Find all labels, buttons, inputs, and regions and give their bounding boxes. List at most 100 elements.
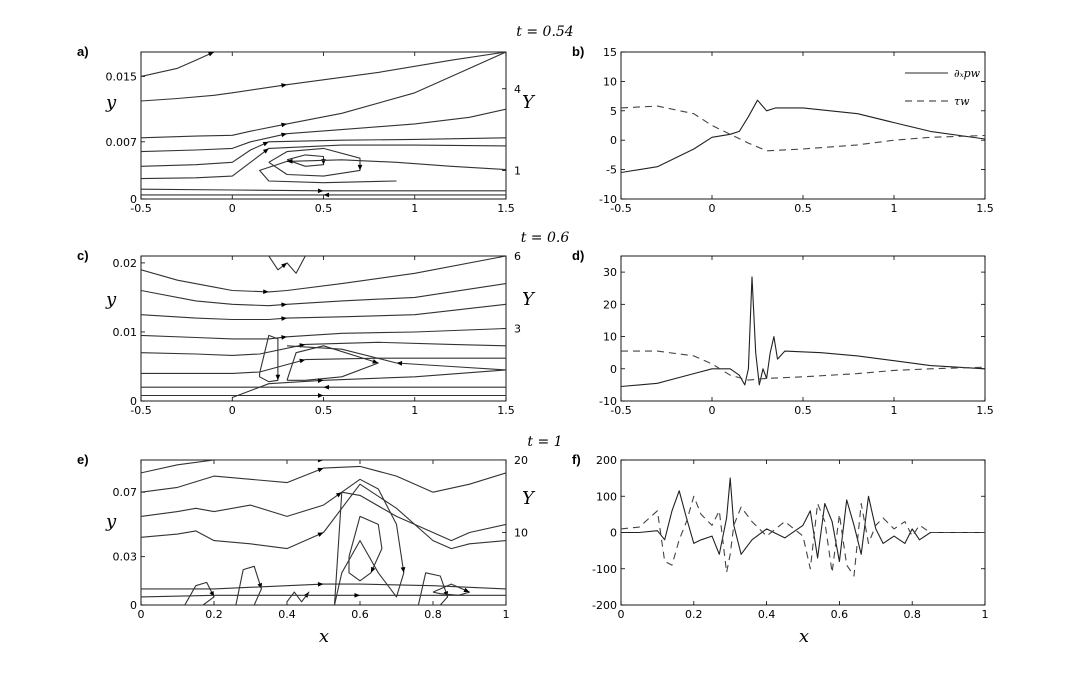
- streamline: [268, 147, 361, 177]
- streamline-arrow: [287, 158, 293, 164]
- x-tick-label: 0.2: [205, 608, 223, 621]
- streamline-arrow: [372, 359, 379, 364]
- streamline: [432, 583, 471, 596]
- x-tick-label: 1: [503, 608, 510, 621]
- x-tick-label: -0.5: [610, 404, 631, 417]
- streamline-arrow: [262, 141, 269, 147]
- series-group: [621, 276, 985, 388]
- plot-frame: [140, 255, 507, 402]
- x-tick-label: 0.5: [315, 404, 333, 417]
- streamline-arrow: [281, 316, 287, 321]
- x-tick-label: 1: [411, 404, 418, 417]
- panel-d: d) -0.5 0 0.5 1 1.5 -10 0 10 20 30: [572, 248, 994, 417]
- x-axis-symbol-f: x: [799, 626, 809, 647]
- series-group: [621, 99, 985, 174]
- Y-axis-symbol-e: Y: [522, 488, 536, 509]
- streamline: [141, 583, 506, 590]
- y-tick-label: -5: [606, 164, 617, 177]
- x-tick-label: 0.5: [315, 202, 333, 215]
- x-tick-label: 0.5: [794, 202, 812, 215]
- y-tick-label: 15: [603, 46, 617, 59]
- streamline: [141, 283, 506, 307]
- panel-f: f) 0 0.2 0.4 0.6 0.8 1 -200 -100 0 100 200: [572, 452, 989, 621]
- y-tick-label: 30: [603, 266, 617, 279]
- legend: ∂ₓpw τw: [905, 67, 981, 108]
- streamline: [259, 334, 279, 383]
- streamline: [141, 256, 506, 293]
- streamline-arrow: [299, 358, 306, 364]
- x-tick-label: 1.5: [976, 202, 994, 215]
- y-tick-label: 0.015: [106, 71, 138, 84]
- y-tick-label: 20: [603, 298, 617, 311]
- plot-frame: [620, 255, 986, 402]
- series-line-tau-w: [621, 350, 985, 381]
- legend-solid-label: ∂ₓpw: [954, 67, 981, 80]
- Y-axis-symbol-c: Y: [522, 289, 536, 310]
- streamline: [286, 591, 310, 603]
- series-line-tau-w: [621, 495, 985, 577]
- x-tick-label: 1.5: [976, 404, 994, 417]
- streamline-arrow: [396, 361, 403, 366]
- streamline: [417, 572, 449, 605]
- streamline-arrow: [400, 566, 406, 573]
- streamline: [141, 52, 506, 139]
- streamline-arrow: [323, 384, 330, 390]
- Y-tick-label: 4: [514, 83, 521, 96]
- series-group: [141, 256, 506, 399]
- x-tick-label: 0.4: [758, 608, 776, 621]
- streamline-arrow: [208, 52, 214, 57]
- x-tick-label: 1.5: [497, 404, 515, 417]
- x-tick-label: 0: [229, 404, 236, 417]
- streamline-arrow: [257, 582, 262, 589]
- streamline-arrow: [263, 289, 269, 295]
- streamline: [141, 460, 506, 474]
- y-tick-label: 200: [596, 454, 617, 467]
- y-tick-label: 100: [596, 490, 617, 503]
- streamline-arrow: [323, 192, 330, 198]
- time-label-3: t = 1: [527, 434, 562, 450]
- y-tick-label: 0: [130, 599, 137, 612]
- x-tick-label: 0.5: [794, 404, 812, 417]
- Y-tick-label: 10: [514, 527, 528, 540]
- streamline-arrow: [275, 374, 281, 381]
- streamline: [141, 357, 506, 374]
- streamline: [259, 159, 506, 184]
- y-tick-label: -10: [599, 395, 617, 408]
- y-tick-label: 0: [130, 193, 137, 206]
- x-tick-label: 0: [618, 608, 625, 621]
- Y-tick-label: 3: [514, 323, 521, 336]
- streamline: [141, 341, 506, 356]
- streamline: [141, 52, 506, 102]
- x-tick-label: 0.8: [424, 608, 442, 621]
- streamline: [141, 144, 506, 180]
- x-tick-label: 0.6: [351, 608, 369, 621]
- x-tick-label: 1: [411, 202, 418, 215]
- panel-label: e): [77, 452, 89, 467]
- y-tick-label: 0.01: [113, 326, 138, 339]
- streamline-arrow: [335, 492, 342, 498]
- y-tick-label: 0: [130, 395, 137, 408]
- streamline: [286, 345, 506, 371]
- panel-label: a): [77, 44, 89, 59]
- y-tick-label: 10: [603, 331, 617, 344]
- y-tick-label: 0.07: [113, 486, 138, 499]
- y-tick-label: -200: [592, 599, 617, 612]
- y-tick-label: 0.007: [106, 136, 138, 149]
- streamline-arrow: [262, 148, 269, 154]
- Y-tick-label: 1: [514, 164, 521, 177]
- streamline: [141, 327, 506, 340]
- y-tick-label: 10: [603, 75, 617, 88]
- series-group: [621, 477, 985, 577]
- streamline-arrow: [370, 566, 376, 573]
- x-tick-label: 0: [229, 202, 236, 215]
- series-line-tau-w: [621, 105, 985, 152]
- x-tick-label: 0.8: [903, 608, 921, 621]
- plot-frame: [620, 51, 986, 200]
- streamline: [141, 483, 506, 550]
- streamline-arrow: [317, 581, 324, 587]
- streamline-arrow: [281, 262, 287, 269]
- streamline-arrow: [317, 467, 324, 473]
- streamline: [141, 137, 506, 167]
